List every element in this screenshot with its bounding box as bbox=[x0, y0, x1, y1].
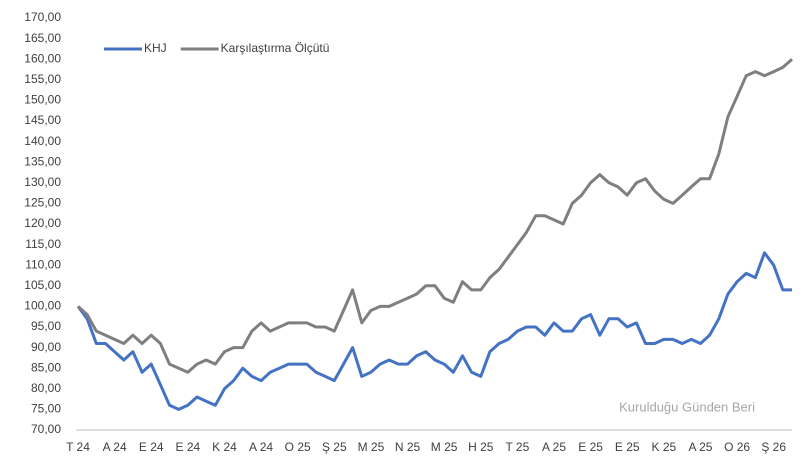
y-tick-label: 130,00 bbox=[24, 175, 61, 189]
y-tick-label: 170,00 bbox=[24, 10, 61, 24]
x-tick-label: O 25 bbox=[285, 440, 311, 454]
y-tick-label: 100,00 bbox=[24, 299, 61, 313]
legend-label: KHJ bbox=[144, 41, 167, 55]
y-tick-label: 150,00 bbox=[24, 93, 61, 107]
y-tick-label: 165,00 bbox=[24, 31, 61, 45]
y-tick-label: 135,00 bbox=[24, 154, 61, 168]
x-tick-label: E 24 bbox=[176, 440, 201, 454]
x-tick-label: K 24 bbox=[212, 440, 237, 454]
legend-label: Karşılaştırma Ölçütü bbox=[221, 41, 330, 55]
y-tick-label: 120,00 bbox=[24, 216, 61, 230]
y-tick-label: 80,00 bbox=[31, 381, 61, 395]
y-tick-label: 160,00 bbox=[24, 51, 61, 65]
y-tick-label: 95,00 bbox=[31, 319, 61, 333]
y-tick-label: 115,00 bbox=[25, 237, 61, 251]
series-line bbox=[77, 58, 793, 374]
y-tick-label: 155,00 bbox=[24, 72, 61, 86]
x-tick-label: E 24 bbox=[139, 440, 164, 454]
x-tick-label: T 24 bbox=[66, 440, 90, 454]
y-tick-label: 110,00 bbox=[25, 257, 61, 271]
x-tick-label: E 25 bbox=[615, 440, 640, 454]
x-tick-label: A 25 bbox=[542, 440, 566, 454]
x-tick-label: N 25 bbox=[395, 440, 421, 454]
x-tick-label: Ş 25 bbox=[322, 440, 347, 454]
y-tick-label: 105,00 bbox=[24, 278, 61, 292]
x-tick-label: T 25 bbox=[505, 440, 529, 454]
y-tick-label: 70,00 bbox=[31, 422, 61, 436]
x-tick-label: A 25 bbox=[688, 440, 712, 454]
x-tick-label: M 25 bbox=[431, 440, 458, 454]
x-tick-label: H 25 bbox=[468, 440, 494, 454]
x-tick-label: E 25 bbox=[578, 440, 603, 454]
y-tick-label: 140,00 bbox=[24, 134, 61, 148]
series-line bbox=[76, 251, 792, 411]
y-tick-label: 125,00 bbox=[24, 196, 61, 210]
x-tick-label: Ş 26 bbox=[761, 440, 786, 454]
x-tick-label: K 25 bbox=[652, 440, 677, 454]
y-tick-label: 75,00 bbox=[31, 402, 61, 416]
x-tick-label: M 25 bbox=[358, 440, 385, 454]
y-tick-label: 85,00 bbox=[31, 360, 61, 374]
x-tick-label: O 26 bbox=[724, 440, 750, 454]
y-tick-label: 145,00 bbox=[24, 113, 61, 127]
x-tick-label: A 24 bbox=[249, 440, 273, 454]
y-tick-label: 90,00 bbox=[31, 340, 61, 354]
watermark: Kurulduğu Günden Beri bbox=[619, 399, 755, 414]
x-tick-label: A 24 bbox=[103, 440, 127, 454]
